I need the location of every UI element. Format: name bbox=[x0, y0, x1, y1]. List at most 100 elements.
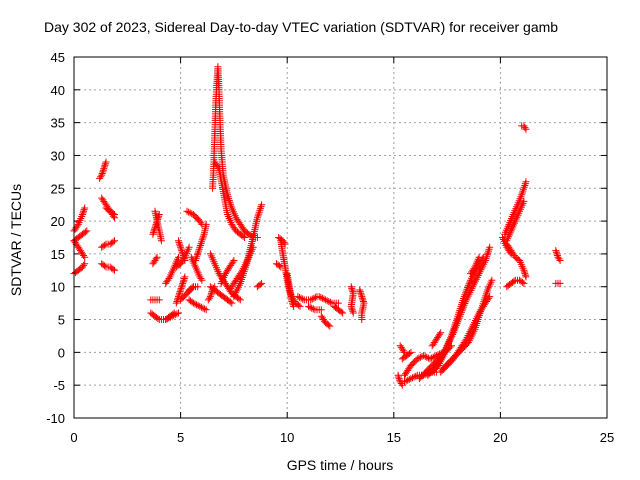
data-point-marker bbox=[555, 255, 563, 263]
data-point-marker bbox=[483, 251, 491, 259]
x-tick-label: 20 bbox=[493, 430, 507, 445]
y-tick-label: 15 bbox=[51, 247, 65, 262]
data-point-marker bbox=[407, 348, 415, 356]
data-point-marker bbox=[305, 302, 312, 310]
data-point-marker bbox=[410, 373, 418, 381]
data-point-marker bbox=[469, 283, 477, 291]
data-point-marker bbox=[405, 350, 413, 357]
data-point-marker bbox=[109, 238, 117, 246]
data-point-marker bbox=[521, 270, 529, 278]
data-point-marker bbox=[196, 302, 204, 310]
data-point-marker bbox=[181, 273, 189, 281]
data-point-marker bbox=[79, 211, 86, 218]
data-point-marker bbox=[214, 163, 222, 171]
data-point-marker bbox=[176, 289, 183, 297]
x-tick-label: 0 bbox=[70, 430, 77, 445]
data-point-marker bbox=[402, 377, 410, 385]
data-point-marker bbox=[348, 306, 356, 314]
data-point-marker bbox=[309, 305, 317, 313]
data-point-marker bbox=[195, 245, 203, 253]
data-point-marker bbox=[443, 343, 451, 351]
y-axis-label: SDTVAR / TECUs bbox=[8, 183, 24, 297]
axis-ticks: -10 -5 0 5 10 15 20 25 30 35 40 45 0 5 10 15 20 25 bbox=[46, 50, 614, 445]
data-point-marker bbox=[477, 266, 485, 274]
data-point-marker bbox=[290, 302, 298, 310]
data-point-marker bbox=[522, 125, 530, 133]
data-point-marker bbox=[193, 301, 201, 309]
data-point-marker bbox=[228, 299, 236, 307]
data-point-marker bbox=[520, 183, 528, 191]
data-point-marker bbox=[97, 173, 105, 181]
grid-lines bbox=[74, 57, 607, 418]
data-point-marker bbox=[102, 158, 110, 166]
data-point-marker bbox=[256, 206, 264, 214]
data-point-marker bbox=[194, 249, 202, 257]
data-point-marker bbox=[488, 276, 496, 284]
data-point-marker bbox=[194, 283, 202, 291]
data-point-marker bbox=[465, 337, 473, 345]
data-point-marker bbox=[358, 293, 366, 301]
data-point-marker bbox=[334, 299, 342, 307]
y-tick-label: -5 bbox=[53, 378, 65, 393]
data-point-marker bbox=[407, 375, 415, 383]
data-point-marker bbox=[169, 310, 177, 318]
data-point-marker bbox=[466, 278, 474, 286]
data-point-marker bbox=[436, 358, 444, 366]
data-point-marker bbox=[154, 315, 162, 322]
y-tick-label: -10 bbox=[46, 411, 65, 426]
data-point-marker bbox=[197, 240, 205, 248]
data-point-marker bbox=[416, 353, 424, 361]
data-point-marker bbox=[461, 291, 469, 299]
data-point-marker bbox=[507, 250, 515, 258]
data-point-marker bbox=[472, 275, 480, 283]
data-point-marker bbox=[553, 252, 561, 259]
data-point-marker bbox=[521, 180, 529, 188]
data-point-marker bbox=[198, 238, 206, 246]
data-point-marker bbox=[437, 329, 445, 337]
data-point-marker bbox=[318, 294, 326, 302]
data-point-marker bbox=[447, 334, 455, 342]
data-point-marker bbox=[518, 278, 526, 286]
data-point-marker bbox=[464, 282, 472, 290]
data-point-marker bbox=[518, 191, 526, 199]
data-point-marker bbox=[337, 308, 345, 316]
data-point-marker bbox=[470, 265, 478, 273]
data-point-marker bbox=[420, 352, 428, 360]
data-point-marker bbox=[202, 220, 210, 228]
data-point-marker bbox=[109, 265, 117, 273]
data-point-marker bbox=[230, 257, 238, 264]
data-point-marker bbox=[465, 280, 473, 288]
data-point-marker bbox=[235, 295, 243, 303]
data-point-marker bbox=[426, 355, 434, 363]
plot-frame bbox=[73, 56, 608, 419]
data-point-marker bbox=[436, 330, 444, 338]
data-point-marker bbox=[326, 322, 334, 330]
data-point-marker bbox=[296, 302, 304, 310]
data-point-marker bbox=[196, 242, 204, 249]
data-point-marker bbox=[412, 372, 420, 380]
data-point-marker bbox=[395, 375, 403, 383]
data-point-marker bbox=[206, 293, 214, 301]
data-point-marker bbox=[475, 253, 483, 261]
data-point-marker bbox=[428, 354, 436, 362]
data-point-marker bbox=[233, 287, 241, 295]
data-point-marker bbox=[80, 261, 88, 269]
data-point-marker bbox=[98, 170, 106, 177]
data-point-marker bbox=[189, 299, 197, 307]
data-point-marker bbox=[199, 232, 207, 240]
data-point-marker bbox=[170, 309, 178, 317]
chart-title: Day 302 of 2023, Sidereal Day-to-day VTE… bbox=[44, 19, 559, 35]
data-point-marker bbox=[201, 305, 209, 313]
data-point-marker bbox=[506, 248, 514, 256]
y-tick-label: 25 bbox=[51, 181, 65, 196]
data-point-marker bbox=[397, 380, 405, 387]
data-point-marker bbox=[188, 284, 196, 292]
data-point-marker bbox=[307, 296, 315, 304]
data-point-marker bbox=[510, 277, 518, 285]
data-point-marker bbox=[177, 245, 185, 253]
data-point-marker bbox=[281, 240, 289, 248]
data-point-marker bbox=[442, 345, 450, 353]
data-point-marker bbox=[256, 281, 264, 288]
data-point-marker bbox=[186, 209, 194, 217]
data-point-marker bbox=[185, 243, 193, 251]
